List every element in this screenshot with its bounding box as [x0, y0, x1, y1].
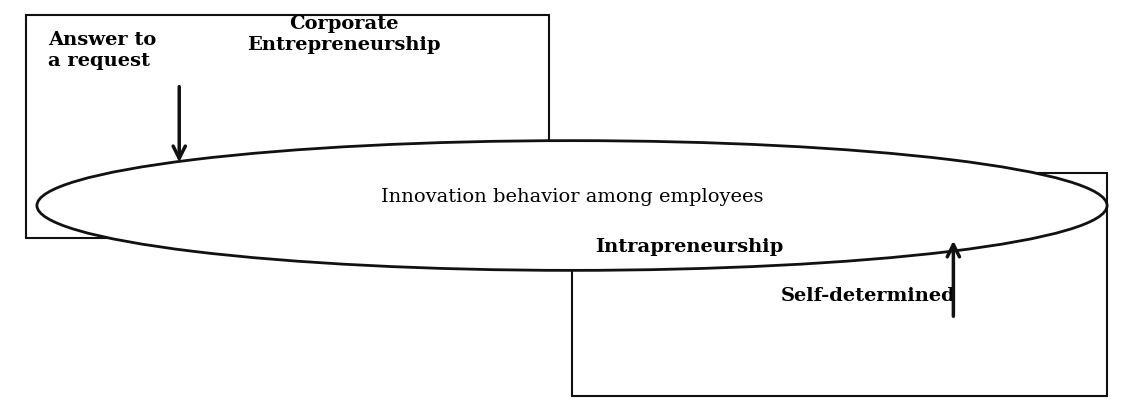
- Bar: [572, 173, 1107, 396]
- Text: Self-determined: Self-determined: [780, 286, 955, 305]
- Text: Intrapreneurship: Intrapreneurship: [595, 238, 782, 256]
- Text: Corporate
Entrepreneurship: Corporate Entrepreneurship: [247, 15, 442, 54]
- Text: Innovation behavior among employees: Innovation behavior among employees: [381, 188, 763, 206]
- Bar: [25, 15, 549, 238]
- Ellipse shape: [37, 141, 1107, 270]
- Text: Answer to
a request: Answer to a request: [48, 31, 157, 70]
